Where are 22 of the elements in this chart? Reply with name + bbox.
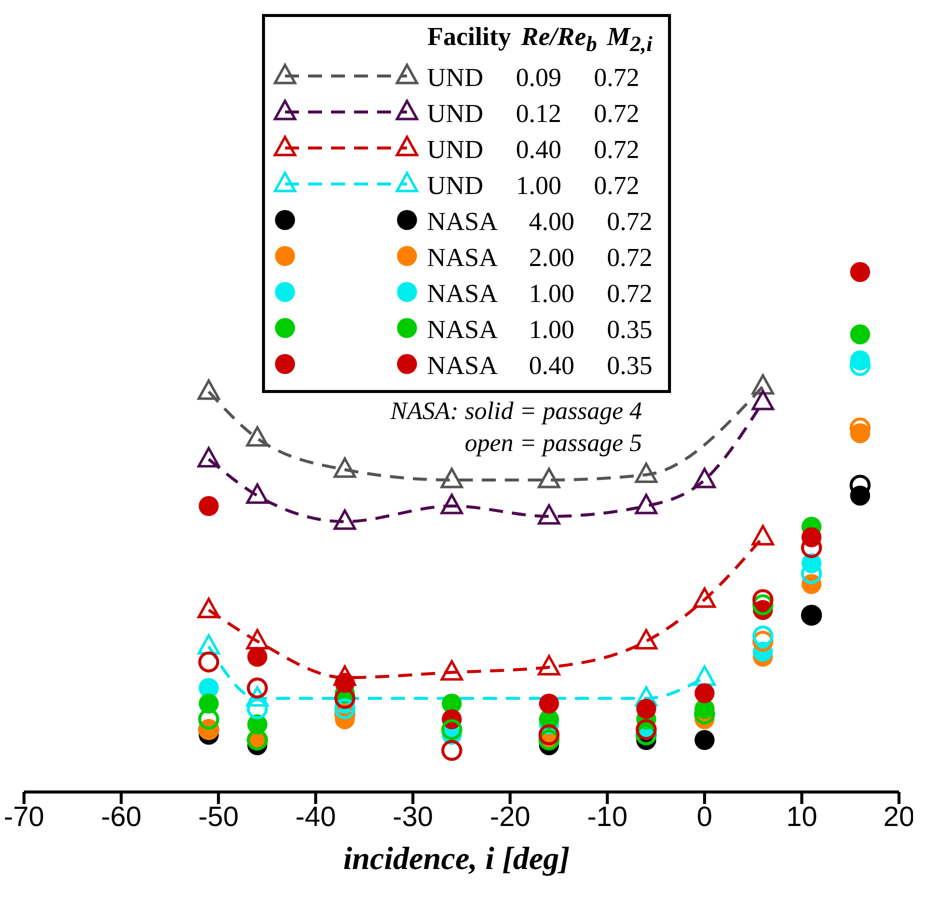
legend-label: NASA 0.40 0.35	[427, 351, 652, 380]
x-tick-label: -40	[295, 800, 336, 832]
x-tick-label: 10	[786, 800, 818, 832]
legend-label: NASA 1.00 0.72	[427, 279, 652, 308]
legend-label: NASA 1.00 0.35	[427, 315, 652, 344]
legend-label: UND 0.09 0.72	[427, 63, 640, 92]
legend-label: UND 0.40 0.72	[427, 135, 640, 164]
legend-title: Facility Re/Re$_{b}$ M$_{2,i}$	[427, 22, 652, 56]
legend-label: NASA 4.00 0.72	[427, 207, 652, 236]
x-axis-title: incidence, i [deg]	[342, 840, 571, 877]
legend-label: NASA 2.00 0.72	[427, 243, 652, 272]
x-tick-label: -60	[100, 800, 142, 832]
legend-label: UND 0.12 0.72	[427, 99, 640, 128]
x-tick-label: -10	[587, 800, 628, 832]
annotation: open = passage 5	[464, 429, 642, 459]
legend-label: UND 1.00 0.72	[427, 171, 640, 200]
x-tick-label: -20	[490, 800, 530, 832]
x-tick-label: -70	[4, 800, 44, 832]
x-tick-label: -30	[392, 800, 434, 832]
x-tick-label: 0	[696, 800, 712, 832]
annotation: NASA: solid = passage 4	[389, 397, 642, 427]
x-tick-label: -50	[198, 800, 239, 832]
